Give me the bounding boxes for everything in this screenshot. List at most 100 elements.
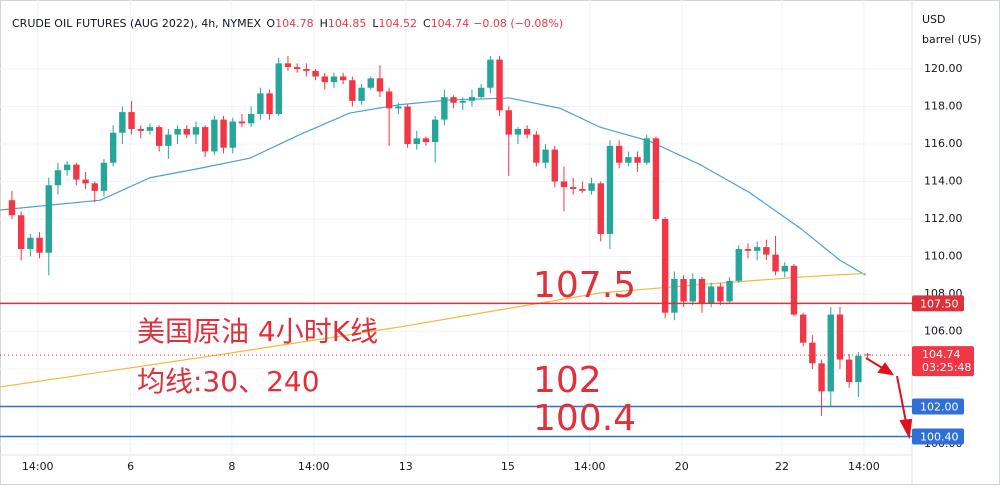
x-tick-label: 14:00 — [22, 460, 54, 473]
unit-line: barrel (US) — [922, 33, 981, 46]
candle-body — [211, 119, 218, 152]
annotation: 102 — [533, 360, 602, 401]
candle-body — [477, 87, 485, 98]
annotation: 107.5 — [533, 265, 636, 306]
candle-body — [606, 145, 614, 234]
candle-body — [247, 113, 255, 124]
arrow — [865, 357, 885, 370]
candle-body — [717, 286, 724, 302]
annotation: 100.4 — [533, 398, 636, 439]
moving-average — [0, 272, 866, 388]
candle-body — [836, 314, 844, 360]
candle-body — [855, 355, 862, 383]
candle-body — [569, 187, 577, 189]
y-tick-label: 112.00 — [924, 212, 963, 225]
candle-body — [542, 149, 549, 163]
x-tick-label: 8 — [228, 460, 235, 473]
candle-body — [330, 76, 338, 83]
x-tick-label: 15 — [501, 460, 515, 473]
ohlc-label: C — [423, 17, 431, 30]
candle-body — [220, 119, 227, 148]
change: −0.08 (−0.08%) — [473, 17, 563, 30]
y-tick-label: 106.00 — [924, 324, 963, 337]
y-tick-label: 110.00 — [924, 249, 963, 262]
candle-body — [404, 106, 411, 144]
last-price-tag — [912, 346, 974, 377]
candle-body — [174, 128, 181, 135]
arrow-head — [877, 362, 895, 376]
candle-body — [533, 134, 540, 163]
candle-body — [505, 110, 512, 135]
last-price-label: 104.74 — [922, 348, 961, 361]
candle-body — [422, 138, 430, 143]
candle-body — [266, 93, 273, 114]
candle-body — [845, 359, 853, 383]
grid — [0, 0, 912, 455]
arrow-head — [899, 418, 913, 440]
candle-body — [137, 128, 144, 131]
candle-body — [275, 63, 282, 114]
candle-body — [146, 127, 154, 131]
ohlc-label: L — [372, 17, 379, 30]
candle-body — [523, 128, 531, 135]
x-tick-label: 14:00 — [298, 460, 330, 473]
candle-body — [201, 127, 209, 152]
level-tag — [912, 398, 964, 415]
candle-body — [119, 112, 126, 133]
x-tick-label: 14:00 — [574, 460, 606, 473]
x-tick-label: 6 — [127, 460, 134, 473]
candle-body — [726, 280, 733, 302]
candle-body — [27, 237, 34, 249]
ohlc-value: 104.78 — [275, 17, 314, 30]
candle-body — [652, 138, 660, 219]
candle-body — [680, 278, 687, 302]
unit-line: USD — [922, 13, 946, 26]
candle-body — [431, 119, 439, 143]
y-tick-label: 114.00 — [924, 174, 963, 187]
candle-body — [17, 215, 25, 249]
candle-body — [45, 185, 52, 253]
ohlc-value: 104.52 — [379, 17, 418, 30]
candle-body — [661, 218, 669, 313]
candle-body — [689, 278, 696, 302]
candle-body — [827, 314, 834, 392]
x-tick-label: 13 — [399, 460, 413, 473]
ohlc-label: O — [266, 17, 275, 30]
candle-body — [100, 162, 108, 191]
candle-body — [284, 63, 292, 68]
candle-body — [634, 157, 641, 163]
candle-body — [73, 164, 80, 180]
candle-body — [128, 112, 135, 129]
x-tick-label: 22 — [775, 460, 789, 473]
candle-body — [293, 67, 301, 69]
candle-body — [82, 179, 89, 184]
candle-body — [698, 278, 706, 304]
candle-body — [818, 363, 825, 392]
candle-body — [238, 121, 246, 124]
candle-body — [551, 149, 558, 182]
candle-body — [790, 265, 798, 315]
x-tick-label: 14:00 — [848, 460, 880, 473]
candle-body — [496, 59, 503, 111]
axes: 100.00102.00104.00106.00108.00110.00112.… — [22, 62, 974, 473]
level-tag — [912, 295, 964, 312]
candle-body — [339, 76, 347, 81]
header: CRUDE OIL FUTURES (AUG 2022), 4h, NYMEX O… — [12, 17, 563, 30]
candle-body — [707, 286, 715, 304]
candle-body — [229, 121, 236, 148]
candle-body — [588, 183, 595, 191]
candle-body — [367, 78, 374, 88]
candle-body — [91, 183, 98, 191]
candle-body — [671, 278, 678, 313]
candle-body — [450, 97, 457, 103]
candle-body — [560, 181, 568, 188]
y-tick-label: 120.00 — [924, 62, 963, 75]
candle-body — [385, 91, 393, 109]
candle-body — [312, 70, 319, 77]
candle-body — [183, 128, 190, 135]
candle-body — [459, 100, 466, 103]
candle-body — [257, 93, 264, 114]
candle-body — [487, 59, 494, 88]
candle-body — [192, 127, 200, 135]
candle-body — [155, 127, 163, 146]
